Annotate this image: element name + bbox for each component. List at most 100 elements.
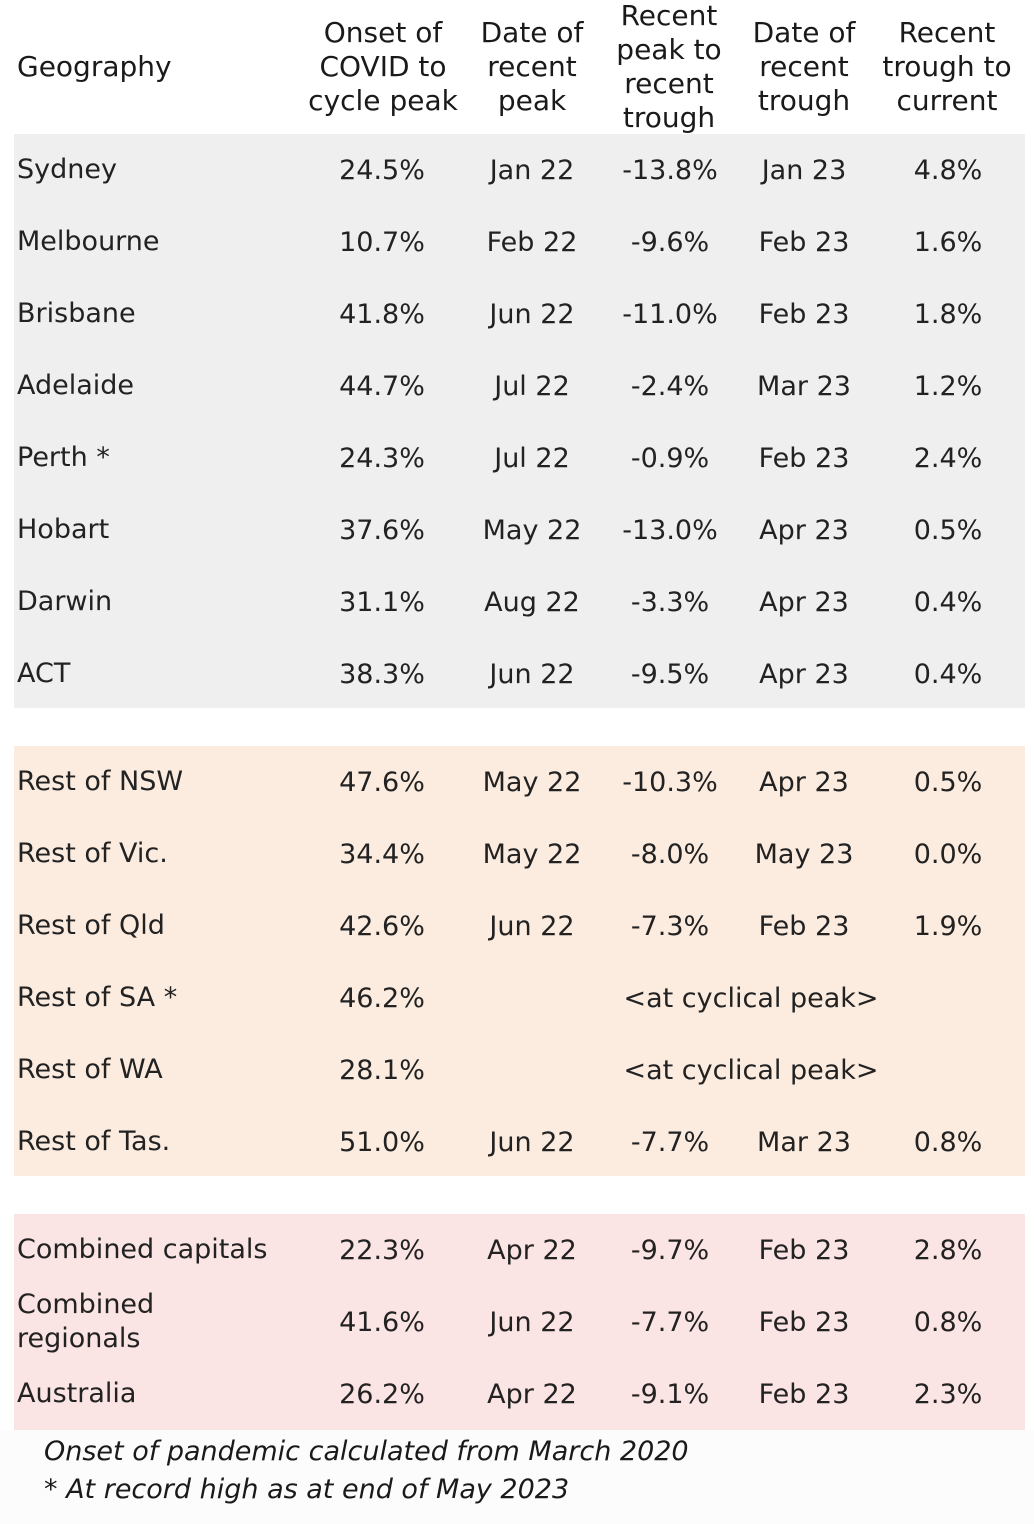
drop-cell: -9.5% [630,658,710,690]
table-row: Rest of Qld 42.6% Jun 22 -7.3% Feb 23 1.… [14,890,1025,962]
geography-cell: Australia [17,1378,137,1409]
onset-cell: 26.2% [339,1378,425,1410]
table-row: Combined regionals 41.6% Jun 22 -7.7% Fe… [14,1286,1025,1358]
trough-date-cell: Mar 23 [757,1126,851,1158]
table-row: Adelaide 44.7% Jul 22 -2.4% Mar 23 1.2% [14,350,1025,422]
drop-cell: -11.0% [622,298,718,330]
trough-date-cell: Apr 23 [759,766,849,798]
geography-cell: Rest of Tas. [17,1126,171,1157]
current-cell: 1.9% [913,910,983,942]
geography-cell: Combined capitals [17,1234,268,1265]
onset-cell: 41.6% [339,1306,425,1338]
drop-cell: -7.7% [630,1126,710,1158]
header-peak-date-line-2: recent [487,50,577,83]
header-peak-to-trough-line-3: recent [624,67,714,100]
peak-date-cell: Apr 22 [487,1234,577,1266]
header-trough-to-current-line-3: current [896,84,998,117]
peak-date-cell: Jun 22 [489,1306,575,1338]
header-trough-date: Date of recent trough [742,0,866,134]
record-high-footnote: * At record high as at end of May 2023 [44,1474,570,1505]
peak-date-cell: Feb 22 [486,226,578,258]
drop-cell: -0.9% [630,442,710,474]
geography-cell: Melbourne [17,226,160,257]
header-peak-to-trough: Recent peak to recent trough [606,0,732,134]
header-trough-to-current-line-2: trough to [882,50,1012,83]
drop-cell: -13.8% [622,154,718,186]
header-peak-date-line-3: peak [497,84,567,117]
onset-cell: 42.6% [339,910,425,942]
table-row: Sydney 24.5% Jan 22 -13.8% Jan 23 4.8% [14,134,1025,206]
header-onset-line-3: cycle peak [308,84,458,117]
drop-cell: -7.7% [630,1306,710,1338]
capitals-group: Sydney 24.5% Jan 22 -13.8% Jan 23 4.8% M… [14,134,1025,708]
peak-date-cell: Jul 22 [494,370,570,402]
table-row: Rest of WA 28.1% <at cyclical peak> [14,1034,1025,1106]
aggregates-group: Combined capitals 22.3% Apr 22 -9.7% Feb… [14,1214,1025,1430]
geography-cell: Rest of Vic. [17,838,168,869]
geography-cell: Rest of WA [17,1054,163,1085]
geography-cell: Rest of NSW [17,766,184,797]
table-row: Hobart 37.6% May 22 -13.0% Apr 23 0.5% [14,494,1025,566]
peak-date-cell: Jul 22 [494,442,570,474]
drop-cell: -3.3% [630,586,710,618]
table-row: Perth * 24.3% Jul 22 -0.9% Feb 23 2.4% [14,422,1025,494]
geography-cell: Brisbane [17,298,136,329]
geography-cell: Perth * [17,442,110,473]
geography-cell: Combined regionals [17,1289,155,1354]
trough-date-cell: Feb 23 [758,1306,850,1338]
current-cell: 0.8% [913,1306,983,1338]
onset-cell: 31.1% [339,586,425,618]
geography-cell: Hobart [17,514,110,545]
peak-date-cell: Jan 22 [489,154,575,186]
current-cell: 1.6% [913,226,983,258]
current-cell: 1.2% [913,370,983,402]
trough-date-cell: Feb 23 [758,1378,850,1410]
header-trough-date-line-1: Date of [752,16,856,49]
current-cell: 0.5% [913,514,983,546]
peak-date-cell: Jun 22 [489,658,575,690]
onset-cell: 37.6% [339,514,425,546]
onset-cell: 34.4% [339,838,425,870]
onset-cell: 41.8% [339,298,425,330]
table-row: ACT 38.3% Jun 22 -9.5% Apr 23 0.4% [14,638,1025,710]
onset-cell: 28.1% [339,1054,425,1086]
table-row: Rest of Vic. 34.4% May 22 -8.0% May 23 0… [14,818,1025,890]
peak-date-cell: Aug 22 [484,586,580,618]
trough-date-cell: Mar 23 [757,370,851,402]
table-row: Rest of NSW 47.6% May 22 -10.3% Apr 23 0… [14,746,1025,818]
geography-cell: Rest of SA * [17,982,178,1013]
trough-date-cell: Feb 23 [758,226,850,258]
onset-cell: 24.5% [339,154,425,186]
onset-cell: 10.7% [339,226,425,258]
peak-date-cell: May 22 [482,838,582,870]
geography-cell: Rest of Qld [17,910,165,941]
drop-cell: -9.7% [630,1234,710,1266]
geography-cell: Darwin [17,586,113,617]
header-onset-line-2: COVID to [319,50,447,83]
onset-footnote: Onset of pandemic calculated from March … [44,1436,689,1467]
header-peak-date: Date of recent peak [467,0,597,134]
drop-cell: -13.0% [622,514,718,546]
geography-cell: ACT [17,658,71,689]
header-geography: Geography [17,0,277,134]
footnotes: Onset of pandemic calculated from March … [0,1430,1034,1524]
drop-cell: -8.0% [630,838,710,870]
header-peak-to-trough-line-1: Recent [620,0,718,32]
current-cell: 0.5% [913,766,983,798]
geography-cell: Adelaide [17,370,135,401]
header-onset-line-1: Onset of [323,16,443,49]
table-row: Melbourne 10.7% Feb 22 -9.6% Feb 23 1.6% [14,206,1025,278]
header-peak-to-trough-line-4: trough [622,101,716,134]
peak-date-cell: May 22 [482,514,582,546]
cyclical-peak-note: <at cyclical peak> [623,982,879,1014]
cyclical-peak-note: <at cyclical peak> [623,1054,879,1086]
header-geography-label: Geography [17,50,172,83]
trough-date-cell: Apr 23 [759,514,849,546]
trough-date-cell: Jan 23 [761,154,847,186]
drop-cell: -2.4% [630,370,710,402]
current-cell: 0.4% [913,658,983,690]
header-peak-to-trough-line-2: peak to [616,33,722,66]
onset-cell: 24.3% [339,442,425,474]
header-trough-date-line-3: trough [757,84,851,117]
current-cell: 0.0% [913,838,983,870]
